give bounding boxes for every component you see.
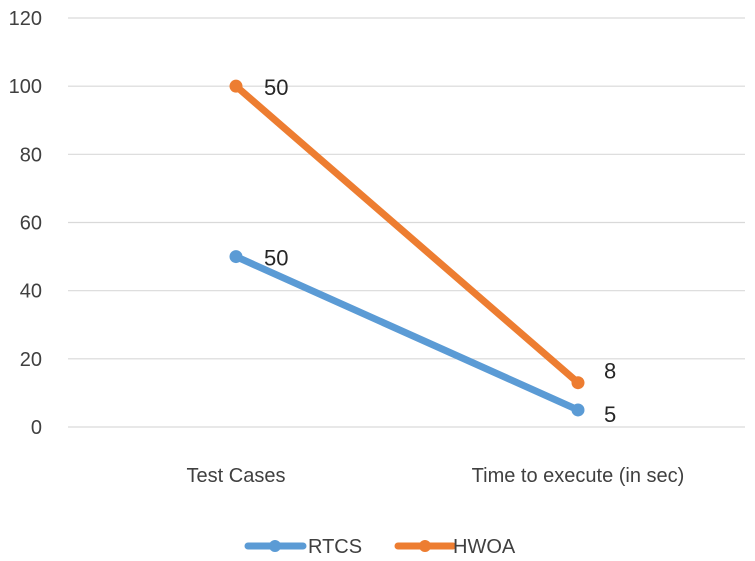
y-tick-label: 120 <box>9 8 42 30</box>
y-axis-ticks: 0 20 40 60 80 100 120 <box>9 8 42 439</box>
data-point-rtcs <box>571 403 585 417</box>
legend-marker-hwoa <box>419 540 431 552</box>
y-tick-label: 60 <box>20 213 42 235</box>
data-label-hwoa: 8 <box>604 359 616 384</box>
x-axis-categories: Test Cases Time to execute (in sec) <box>187 465 685 487</box>
y-tick-label: 20 <box>20 349 42 371</box>
data-point-hwoa <box>571 376 585 390</box>
data-label-rtcs: 50 <box>264 246 288 271</box>
data-point-rtcs <box>229 250 243 264</box>
y-tick-label: 0 <box>31 417 42 439</box>
series-line-hwoa <box>232 82 582 387</box>
data-label-hwoa: 50 <box>264 75 288 100</box>
y-tick-label: 40 <box>20 281 42 303</box>
series-line-rtcs <box>232 253 582 414</box>
legend-label-rtcs: RTCS <box>308 536 362 556</box>
y-tick-label: 80 <box>20 144 42 166</box>
legend-marker-rtcs <box>269 540 281 552</box>
data-point-hwoa <box>229 79 243 93</box>
x-category-label: Test Cases <box>187 465 286 487</box>
series-lines <box>229 79 585 417</box>
x-category-label: Time to execute (in sec) <box>472 465 685 487</box>
data-label-rtcs: 5 <box>604 402 616 427</box>
legend-label-hwoa: HWOA <box>453 536 516 556</box>
gridlines <box>68 17 745 428</box>
legend: RTCS HWOA <box>244 536 516 558</box>
data-labels: 50 5 50 8 <box>264 75 616 427</box>
y-tick-label: 100 <box>9 76 42 98</box>
